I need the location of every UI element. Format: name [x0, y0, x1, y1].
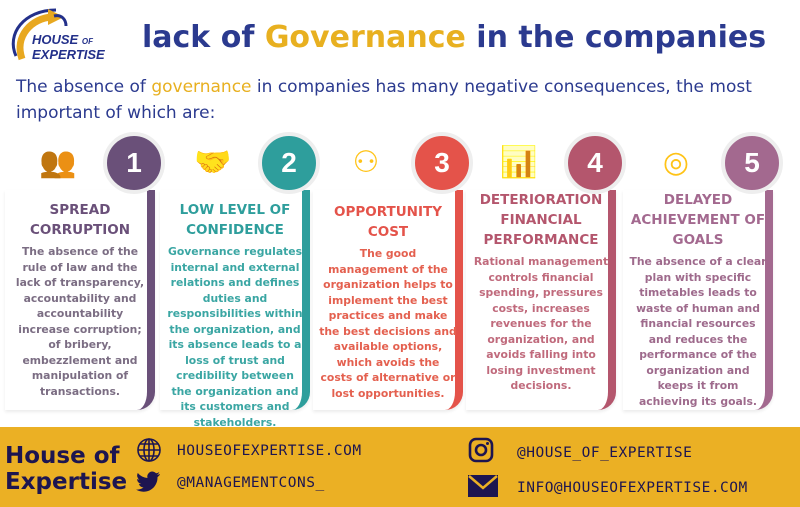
email-icon [468, 475, 498, 497]
item-title: DETERIORATION FINANCIAL PERFORMANCE [479, 192, 603, 248]
handshake-icon: 🤝 [194, 145, 232, 180]
twitter-handle[interactable]: @MANAGEMENTCONS_ [177, 475, 325, 491]
item-body: Rational management controls financial s… [473, 255, 609, 392]
meeting-icon: 👥 [39, 145, 77, 180]
item-body: Governance regulates internal and extern… [167, 245, 303, 429]
item-card-5: DELAYED ACHIEVEMENT OF GOALS The absence … [623, 190, 773, 410]
item-number-badge: 1 [103, 132, 165, 194]
bar-chart-icon: 📊 [500, 145, 538, 180]
item-body: The absence of the rule of law and the l… [15, 245, 145, 398]
target-icon: ◎ [662, 145, 690, 180]
instagram-icon [468, 437, 494, 463]
item-number-badge: 5 [721, 132, 783, 194]
logo-swoosh-icon [11, 8, 68, 61]
item-title: LOW LEVEL OF CONFIDENCE [179, 202, 291, 238]
footer: House of Expertise HOUSEOFEXPERTISE.COM @… [0, 427, 800, 507]
item-title: DELAYED ACHIEVEMENT OF GOALS [630, 192, 766, 248]
twitter-icon [136, 471, 160, 492]
item-title: SPREAD CORRUPTION [29, 202, 131, 238]
globe-icon [137, 438, 161, 462]
item-body: The good management of the organization … [319, 247, 457, 400]
item-number-badge: 3 [411, 132, 473, 194]
logo-text-2: EXPERTISE [32, 47, 105, 62]
footer-brand: House of Expertise [5, 443, 128, 495]
organization-icon: ⚇ [352, 145, 380, 180]
logo-text-of: OF [81, 37, 93, 46]
item-number-badge: 4 [564, 132, 626, 194]
logo-text: HOUSE [32, 32, 79, 47]
page-title: lack of Governance in the companies [142, 20, 767, 55]
website-link[interactable]: HOUSEOFEXPERTISE.COM [177, 443, 362, 459]
item-card-3: OPPORTUNITY COST The good management of t… [313, 190, 463, 410]
item-title: OPPORTUNITY COST [333, 204, 442, 240]
item-body: The absence of a clear plan with specifi… [629, 255, 767, 408]
logo: HOUSE OF EXPERTISE [4, 4, 134, 62]
item-card-4: DETERIORATION FINANCIAL PERFORMANCE Ratio… [466, 190, 616, 410]
intro-text: The absence of governance in companies h… [16, 77, 752, 123]
instagram-handle[interactable]: @HOUSE_OF_EXPERTISE [517, 445, 693, 461]
email-link[interactable]: INFO@HOUSEOFEXPERTISE.COM [517, 480, 748, 496]
item-card-1: SPREAD CORRUPTION The absence of the rule… [5, 190, 155, 410]
item-card-2: LOW LEVEL OF CONFIDENCE Governance regula… [160, 190, 310, 429]
item-number-badge: 2 [258, 132, 320, 194]
